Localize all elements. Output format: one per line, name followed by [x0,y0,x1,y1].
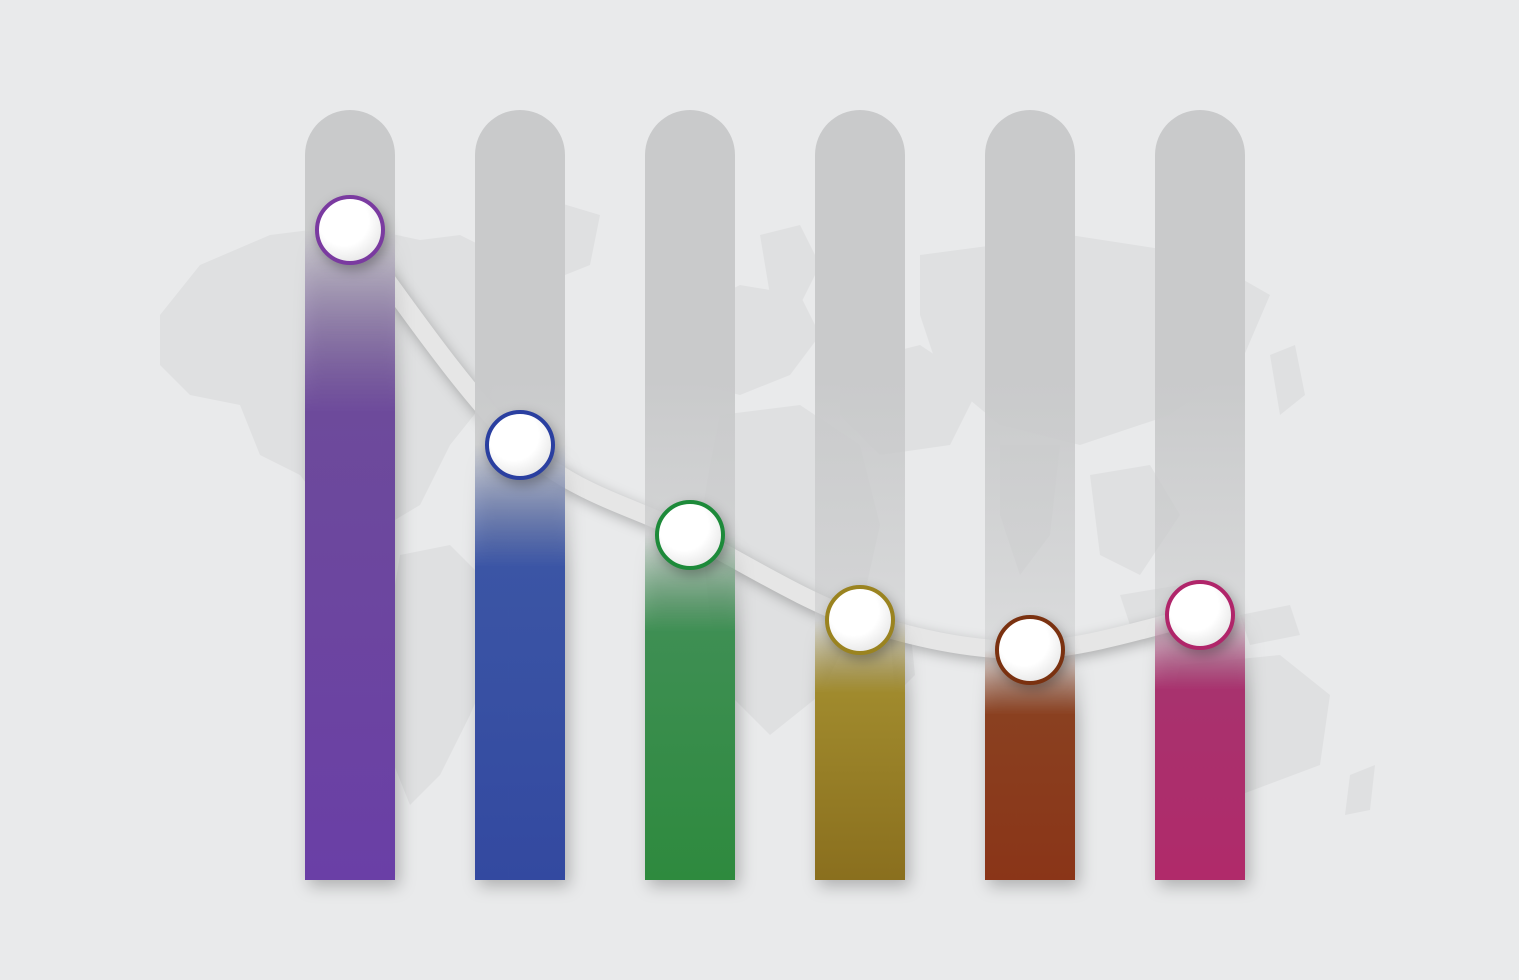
marker-5 [995,615,1065,685]
pillar-fill-2 [475,445,565,880]
pillar-fill-6 [1155,615,1245,880]
pillar-fill-1 [305,230,395,880]
marker-2 [485,410,555,480]
trend-line [0,0,1519,980]
pillar-fill-4 [815,620,905,880]
marker-4 [825,585,895,655]
marker-3 [655,500,725,570]
marker-6 [1165,580,1235,650]
infographic-canvas [0,0,1519,980]
pillar-fill-3 [645,535,735,880]
marker-1 [315,195,385,265]
